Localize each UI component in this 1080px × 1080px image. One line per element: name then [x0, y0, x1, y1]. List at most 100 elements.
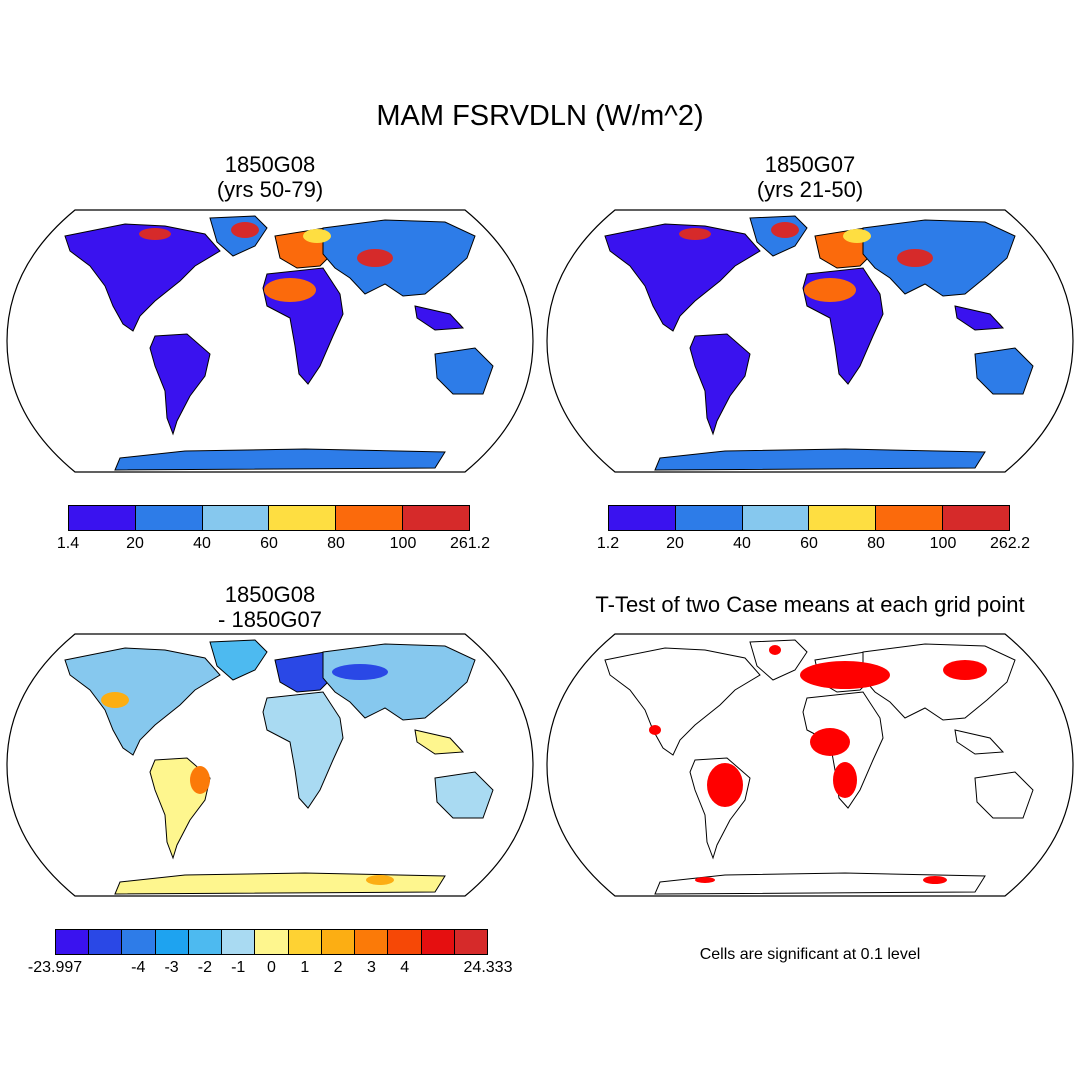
colorbar-swatch — [421, 930, 455, 954]
map-field-patch — [332, 664, 388, 680]
map-case2 — [546, 209, 1074, 473]
landmass-antarctica — [114, 448, 446, 471]
colorbar-tick-label: -1 — [231, 959, 246, 976]
colorbar-swatch — [122, 930, 156, 954]
map-field-patch — [897, 249, 933, 267]
landmass-africa — [262, 691, 344, 809]
colorbar-swatch — [609, 506, 676, 530]
colorbar-swatch — [69, 506, 136, 530]
landmass-north-america — [604, 223, 761, 332]
panel-title-case1-line2: (yrs 50-79) — [216, 177, 324, 202]
panel-title-ttest: T-Test of two Case means at each grid po… — [595, 592, 1025, 617]
colorbar-swatch — [155, 930, 189, 954]
landmass-australia — [974, 771, 1034, 819]
landmass-australia — [434, 771, 494, 819]
landmass-southeast-asia — [414, 305, 465, 331]
significant-cells — [695, 877, 715, 883]
map-diff — [6, 633, 534, 897]
map-field-patch — [804, 278, 856, 302]
colorbar-tick-label: 1.2 — [596, 535, 620, 552]
colorbar-swatch — [188, 930, 223, 954]
colorbar-swatch — [388, 930, 422, 954]
colorbar-swatch — [355, 930, 389, 954]
colorbar-swatch — [943, 506, 1009, 530]
colorbar-tick-label: 24.333 — [463, 959, 513, 976]
colorbar-swatch — [288, 930, 322, 954]
landmass-greenland — [209, 639, 268, 681]
significant-cells — [707, 763, 743, 807]
colorbar-swatch — [269, 506, 337, 530]
colorbar-tick-label: 0 — [267, 959, 276, 976]
colorbar-tick-label: 100 — [389, 535, 417, 552]
map-field-patch — [357, 249, 393, 267]
colorbar-tick-label: 261.2 — [449, 535, 491, 552]
panel-title-diff-line1: 1850G08 — [224, 582, 316, 607]
significant-cells — [649, 725, 661, 735]
landmass-south-america — [689, 333, 751, 436]
colorbar-swatch — [89, 930, 123, 954]
landmass-asia — [322, 643, 476, 721]
colorbar-swatch — [876, 506, 944, 530]
colorbar-swatch — [675, 506, 743, 530]
colorbar-tick-label: 262.2 — [989, 535, 1031, 552]
map-field-patch — [190, 766, 210, 794]
colorbar-tick-label: 40 — [733, 535, 751, 552]
colorbar-tick-label: 60 — [800, 535, 818, 552]
colorbar-tick-label: 2 — [333, 959, 343, 976]
panel-title-case1: 1850G08 (yrs 50-79) — [130, 152, 410, 202]
map-field-patch — [231, 222, 259, 238]
colorbar-swatch — [742, 506, 810, 530]
colorbar-swatch — [336, 506, 404, 530]
map-case1 — [6, 209, 534, 473]
colorbar-tick-label: -23.997 — [27, 959, 83, 976]
colorbar-swatch — [56, 930, 90, 954]
colorbar-swatch — [809, 506, 877, 530]
significant-cells — [833, 762, 857, 798]
map-field-patch — [679, 228, 711, 240]
colorbar-diff — [55, 929, 488, 955]
map-ttest — [546, 633, 1074, 897]
panel-title-case2-line1: 1850G07 — [764, 152, 856, 177]
colorbar-tick-label: -3 — [164, 959, 179, 976]
landmass-southeast-asia — [954, 729, 1005, 755]
landmass-australia — [434, 347, 494, 395]
colorbar-tick-label: -4 — [131, 959, 146, 976]
landmass-asia — [862, 219, 1016, 297]
panel-title-diff-line2: - 1850G07 — [218, 607, 322, 632]
colorbar-swatch — [255, 930, 289, 954]
map-field-patch — [843, 229, 871, 243]
colorbar-tick-label: -2 — [197, 959, 212, 976]
significant-cells — [769, 645, 781, 655]
panel-title-case2-line2: (yrs 21-50) — [756, 177, 864, 202]
colorbar-swatch — [222, 930, 256, 954]
landmass-north-america — [64, 647, 221, 756]
colorbar-case1 — [68, 505, 470, 531]
landmass-southeast-asia — [954, 305, 1005, 331]
map-field-patch — [139, 228, 171, 240]
map-field-patch — [771, 222, 799, 238]
significant-cells — [810, 728, 850, 756]
colorbar-tick-label: 40 — [193, 535, 211, 552]
significance-note: Cells are significant at 0.1 level — [699, 946, 921, 963]
map-field-patch — [303, 229, 331, 243]
map-field-patch — [264, 278, 316, 302]
colorbar-swatch — [403, 506, 469, 530]
colorbar-case2 — [608, 505, 1010, 531]
colorbar-tick-label: 20 — [666, 535, 684, 552]
colorbar-swatch — [135, 506, 203, 530]
landmass-north-america — [64, 223, 221, 332]
colorbar-swatch — [321, 930, 356, 954]
colorbar-tick-label: 80 — [867, 535, 885, 552]
map-field-patch — [366, 875, 394, 885]
landmass-asia — [322, 219, 476, 297]
figure-title: MAM FSRVDLN (W/m^2) — [376, 100, 704, 132]
colorbar-tick-label: 80 — [327, 535, 345, 552]
colorbar-swatch — [454, 930, 488, 954]
landmass-greenland — [749, 639, 808, 681]
landmass-antarctica — [114, 872, 446, 895]
significant-cells — [923, 876, 947, 884]
panel-title-case1-line1: 1850G08 — [224, 152, 316, 177]
colorbar-swatch — [202, 506, 270, 530]
landmass-south-america — [149, 333, 211, 436]
colorbar-tick-label: 20 — [126, 535, 144, 552]
